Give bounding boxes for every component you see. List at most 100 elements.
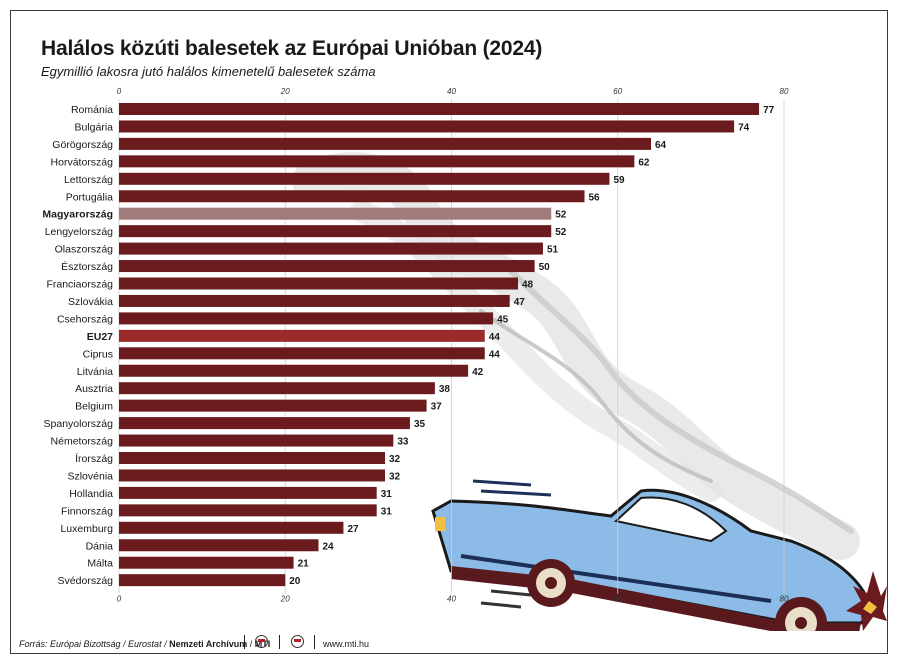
value-label: 32 [389, 471, 401, 482]
bar [119, 347, 485, 360]
category-label: Románia [71, 104, 113, 116]
bar [119, 382, 435, 395]
x-tick-label-bottom: 80 [780, 595, 789, 604]
category-label: Lengyelország [45, 226, 113, 238]
mti-logo-icon [291, 635, 304, 648]
bar [119, 556, 294, 569]
x-tick-label-top: 40 [447, 87, 456, 96]
bar [119, 399, 427, 412]
value-label: 59 [613, 175, 625, 186]
value-label: 24 [323, 541, 335, 552]
footer-separator: / [247, 639, 255, 649]
value-label: 64 [655, 140, 667, 151]
chart-subtitle: Egymillió lakosra jutó halálos kimenetel… [41, 64, 376, 79]
chart-title: Halálos közúti balesetek az Európai Unió… [41, 37, 543, 60]
bar [119, 434, 394, 447]
value-label: 35 [414, 419, 426, 430]
bar [119, 294, 510, 307]
archive-name: Nemzeti Archívum [169, 639, 248, 649]
category-label: Görögország [52, 139, 113, 151]
bar [119, 242, 543, 255]
bar [119, 277, 518, 290]
bar [119, 172, 610, 185]
website-link[interactable]: www.mti.hu [323, 639, 370, 649]
x-tick-label-bottom: 0 [117, 595, 122, 604]
category-label: Luxemburg [60, 523, 113, 535]
plot-area: 0 0 20 20 40 40 60 60 80 80 Románia 77 Bulgária 74 Gör… [42, 87, 789, 604]
value-label: 33 [397, 437, 409, 448]
category-label: Csehország [57, 313, 113, 325]
value-label: 44 [489, 332, 501, 343]
bar [119, 103, 760, 115]
value-label: 42 [472, 367, 484, 378]
value-label: 77 [763, 105, 775, 116]
bar [119, 225, 552, 238]
value-label: 74 [738, 122, 750, 133]
bar [119, 521, 344, 534]
bar [119, 364, 469, 377]
bar [119, 469, 385, 482]
nemzeti-archivum-logo-icon [255, 635, 268, 648]
category-label: Észtország [61, 260, 113, 273]
category-label: Finnország [61, 505, 113, 517]
value-label: 56 [589, 192, 601, 203]
x-tick-label-bottom: 40 [447, 595, 456, 604]
value-label: 50 [539, 262, 551, 273]
bar [119, 452, 385, 464]
category-label: Szlovénia [67, 470, 113, 482]
category-label: Szlovákia [68, 296, 113, 308]
bar [119, 574, 286, 587]
category-label: Svédország [58, 575, 114, 587]
footer: Forrás: Európai Bizottság / Eurostat / N… [11, 633, 887, 653]
category-label: Hollandia [69, 488, 113, 500]
bar [119, 120, 735, 133]
category-label: Ausztria [75, 383, 113, 395]
bar [119, 312, 494, 325]
value-label: 44 [489, 349, 501, 360]
value-label: 37 [431, 402, 443, 413]
category-label: Dánia [86, 540, 114, 552]
x-tick-label-bottom: 60 [613, 595, 622, 604]
value-label: 32 [389, 454, 401, 465]
category-label: EU27 [87, 331, 113, 343]
value-label: 52 [555, 210, 567, 221]
bar [119, 260, 535, 273]
category-label: Litvánia [77, 366, 113, 378]
category-label: Belgium [75, 401, 113, 413]
value-label: 51 [547, 245, 559, 256]
source-text: Forrás: Európai Bizottság / Eurostat / N… [19, 639, 270, 649]
category-label: Olaszország [55, 244, 114, 256]
bar [119, 486, 377, 499]
category-label: Málta [87, 558, 113, 570]
bar [119, 137, 651, 150]
value-label: 38 [439, 384, 451, 395]
x-tick-label-top: 60 [613, 87, 622, 96]
value-label: 21 [298, 559, 310, 570]
category-label: Lettország [64, 174, 113, 186]
bar [119, 155, 635, 168]
category-label: Ciprus [83, 348, 113, 360]
value-label: 48 [522, 280, 534, 291]
category-label: Portugália [66, 191, 113, 203]
source-label: Forrás: Európai Bizottság / Eurostat / [19, 639, 170, 649]
value-label: 45 [497, 314, 509, 325]
infographic-frame: Halálos közúti balesetek az Európai Unió… [10, 10, 888, 654]
category-label: Franciaország [46, 279, 113, 291]
value-label: 31 [381, 489, 393, 500]
divider [279, 635, 280, 649]
category-label: Írország [75, 452, 113, 465]
divider [244, 635, 245, 649]
category-label: Spanyolország [44, 418, 114, 430]
bar [119, 329, 485, 342]
value-label: 20 [289, 576, 301, 587]
bar-chart: 0 0 20 20 40 40 60 60 80 80 Románia 77 Bulgária 74 Gör… [42, 87, 887, 631]
category-label: Magyarország [42, 209, 113, 221]
category-label: Németország [51, 436, 114, 448]
category-label: Horvátország [51, 156, 114, 168]
bar [119, 417, 410, 430]
value-label: 62 [638, 157, 650, 168]
bar [119, 504, 377, 517]
bar [119, 207, 552, 220]
value-label: 27 [347, 524, 359, 535]
bar [119, 190, 585, 203]
